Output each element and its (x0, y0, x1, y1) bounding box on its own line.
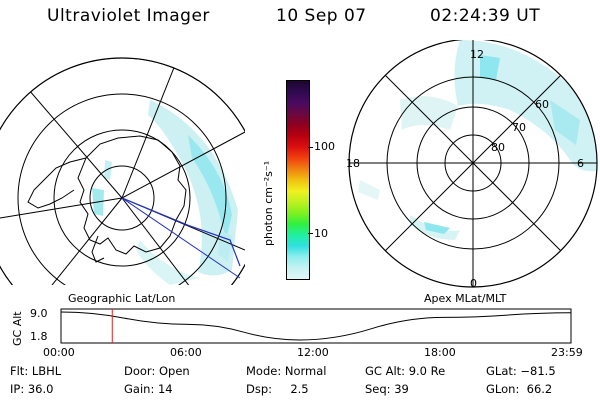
info-glon: GLon: 66.2 (486, 382, 553, 396)
header-date: 10 Sep 07 (276, 6, 367, 26)
info-door: Door: Open (124, 364, 190, 378)
right-lat-grid (348, 40, 598, 288)
alt-series-line (60, 311, 572, 341)
colorbar-tick-100 (308, 147, 313, 148)
app-title: Ultraviolet Imager (47, 6, 210, 26)
info-gain: Gain: 14 (124, 382, 173, 396)
timeline-frame (60, 308, 572, 344)
right-aurora-emission (358, 40, 597, 240)
info-seq: Seq: 39 (365, 382, 409, 396)
mlt-label-12: 12 (470, 48, 484, 61)
mlt-label-18: 18 (346, 157, 360, 170)
colorbar-unit-label: photon cm⁻²s⁻¹ (262, 160, 275, 246)
timeline-xtick-2: 12:00 (297, 346, 329, 359)
left-map-label: Geographic Lat/Lon (68, 292, 176, 305)
right-map-label: Apex MLat/MLT (424, 292, 507, 305)
info-glat: GLat: −81.5 (486, 364, 556, 378)
info-mode: Mode: Normal (246, 364, 327, 378)
info-flt: Flt: LBHL (10, 364, 62, 378)
info-dsp: Dsp: 2.5 (246, 382, 309, 396)
left-aurora-emission (92, 100, 238, 285)
lat-label-70: 70 (512, 121, 526, 134)
timeline-xtick-3: 18:00 (424, 346, 456, 359)
header-time: 02:24:39 UT (430, 6, 541, 26)
lat-label-80: 80 (491, 141, 505, 154)
timeline-xtick-1: 06:00 (170, 346, 202, 359)
mlt-label-6: 6 (577, 157, 584, 170)
colorbar-label-10: 10 (314, 227, 328, 240)
mlt-label-0: 0 (470, 277, 477, 290)
magnetic-map (348, 40, 598, 288)
timeline-ytick-0: 9.0 (30, 307, 48, 320)
timeline-xtick-4: 23:59 (551, 346, 583, 359)
timeline-xtick-0: 00:00 (43, 346, 75, 359)
timeline-ylabel: GC Alt (11, 311, 24, 346)
color-bar (286, 80, 310, 280)
satellite-track (121, 197, 241, 267)
continent-outline (77, 135, 187, 255)
timeline-chart (60, 308, 572, 344)
info-gcalt: GC Alt: 9.0 Re (365, 364, 446, 378)
colorbar-tick-10 (308, 233, 313, 234)
colorbar-label-100: 100 (314, 140, 335, 153)
info-ip: IP: 36.0 (10, 382, 54, 396)
timeline-ytick-1: 1.8 (30, 330, 48, 343)
geographic-map (0, 57, 245, 285)
lat-label-60: 60 (535, 98, 549, 111)
